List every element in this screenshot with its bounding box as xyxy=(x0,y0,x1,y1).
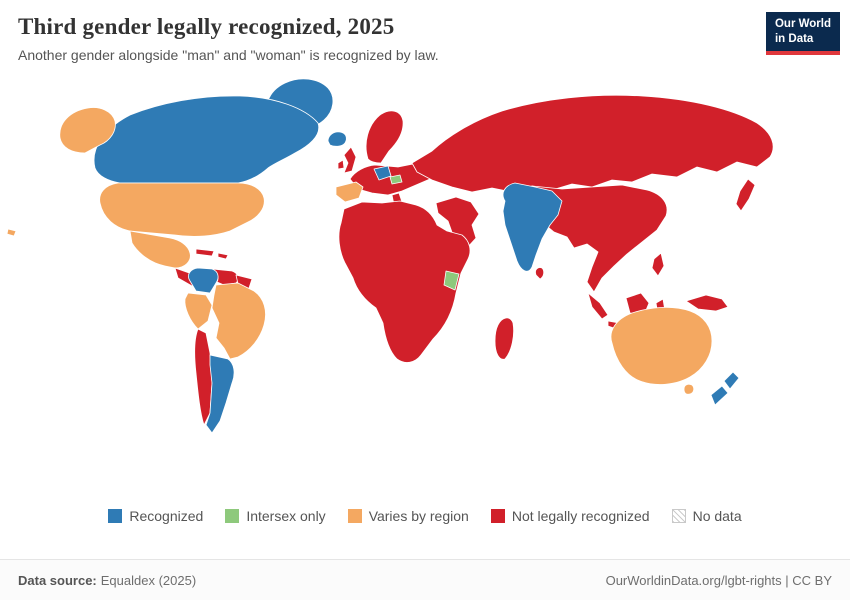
region-iberia[interactable] xyxy=(335,181,364,203)
legend-label-not-legally-recognized: Not legally recognized xyxy=(511,508,650,524)
region-peru[interactable] xyxy=(184,292,213,330)
legend-item-no-data[interactable]: No data xyxy=(671,508,742,524)
map-legend: Recognized Intersex only Varies by regio… xyxy=(0,503,850,529)
legend-item-not-legally-recognized[interactable]: Not legally recognized xyxy=(490,508,650,524)
world-map xyxy=(6,78,774,434)
region-tasmania[interactable] xyxy=(683,383,695,395)
legend-item-intersex-only[interactable]: Intersex only xyxy=(225,508,326,524)
legend-item-varies-by-region[interactable]: Varies by region xyxy=(347,508,469,524)
region-brazil[interactable] xyxy=(211,282,266,360)
footer-right: OurWorldinData.org/lgbt-rights | CC BY xyxy=(606,573,832,588)
region-germany[interactable] xyxy=(373,165,392,181)
region-china-southeast-asia[interactable] xyxy=(531,184,668,293)
region-hawaii[interactable] xyxy=(6,228,17,237)
data-source-label: Data source: xyxy=(18,572,97,588)
region-russia[interactable] xyxy=(411,94,774,193)
legend-label-varies-by-region: Varies by region xyxy=(368,508,469,524)
region-new-guinea[interactable] xyxy=(685,294,729,312)
region-middle-east[interactable] xyxy=(435,196,480,250)
chart-header: Third gender legally recognized, 2025 An… xyxy=(0,0,850,63)
region-mexico[interactable] xyxy=(129,230,191,269)
legend-label-no-data: No data xyxy=(692,508,742,524)
region-kenya[interactable] xyxy=(443,270,460,291)
region-africa[interactable] xyxy=(338,200,471,363)
world-map-container xyxy=(0,63,850,503)
legend-swatch-no-data xyxy=(671,509,686,523)
legend-label-intersex-only: Intersex only xyxy=(246,508,326,524)
region-ireland[interactable] xyxy=(337,159,345,170)
page-title: Third gender legally recognized, 2025 xyxy=(18,14,395,39)
region-argentina[interactable] xyxy=(205,354,235,434)
region-usa[interactable] xyxy=(99,182,265,237)
region-sri-lanka[interactable] xyxy=(535,267,545,280)
region-scandinavia[interactable] xyxy=(365,110,404,164)
region-hispaniola[interactable] xyxy=(217,252,229,260)
license-label: | CC BY xyxy=(785,572,832,588)
region-iceland[interactable] xyxy=(327,131,347,147)
owid-logo-line1: Our World xyxy=(774,18,831,30)
region-chile[interactable] xyxy=(194,328,213,426)
region-new-zealand-north[interactable] xyxy=(723,371,740,390)
region-south-asia[interactable] xyxy=(502,182,563,272)
region-new-zealand-south[interactable] xyxy=(710,385,729,406)
chart-subtitle: Another gender alongside "man" and "woma… xyxy=(18,47,439,63)
data-source: Data source: Equaldex (2025) xyxy=(18,573,196,588)
region-japan[interactable] xyxy=(735,178,756,212)
legend-item-recognized[interactable]: Recognized xyxy=(108,508,203,524)
legend-swatch-intersex-only xyxy=(225,509,240,523)
region-alaska[interactable] xyxy=(59,107,116,154)
region-canada[interactable] xyxy=(93,95,320,184)
region-cuba[interactable] xyxy=(195,248,215,257)
owid-logo[interactable]: Our World in Data xyxy=(765,12,840,55)
legend-swatch-not-legally-recognized xyxy=(490,509,505,523)
chart-footer: Data source: Equaldex (2025) OurWorldinDa… xyxy=(0,559,850,600)
region-madagascar[interactable] xyxy=(494,317,514,360)
legend-swatch-recognized xyxy=(108,509,123,523)
region-uk[interactable] xyxy=(343,146,357,174)
legend-label-recognized: Recognized xyxy=(129,508,204,524)
owid-logo-line2: in Data xyxy=(774,32,814,45)
region-austria[interactable] xyxy=(389,174,403,185)
region-australia[interactable] xyxy=(610,307,713,385)
region-sumatra[interactable] xyxy=(587,292,609,320)
region-philippines[interactable] xyxy=(651,252,665,277)
legend-swatch-varies-by-region xyxy=(347,509,362,523)
data-source-value: Equaldex (2025) xyxy=(100,572,197,588)
region-colombia[interactable] xyxy=(188,267,219,294)
owid-url-link[interactable]: OurWorldinData.org/lgbt-rights xyxy=(605,572,782,588)
